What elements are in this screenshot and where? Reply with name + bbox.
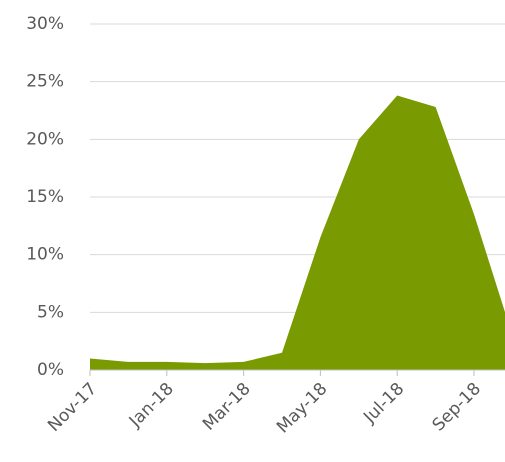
y-tick-label: 10% — [26, 245, 64, 265]
x-tick-label: May-18 — [273, 379, 331, 437]
y-tick-label: 25% — [26, 72, 64, 92]
y-tick-label: 30% — [26, 14, 64, 34]
x-tick-label: Nov-17 — [44, 379, 101, 436]
x-tick-label: Jul-18 — [359, 379, 408, 428]
y-tick-label: 0% — [37, 360, 64, 380]
x-tick-label: Jan-18 — [125, 379, 178, 432]
y-tick-label: 15% — [26, 187, 64, 207]
x-tick-label: Mar-18 — [199, 379, 255, 435]
x-tick-label: Sep-18 — [429, 379, 485, 435]
y-tick-label: 20% — [26, 129, 64, 149]
y-tick-label: 5% — [37, 302, 64, 322]
area — [90, 95, 505, 370]
